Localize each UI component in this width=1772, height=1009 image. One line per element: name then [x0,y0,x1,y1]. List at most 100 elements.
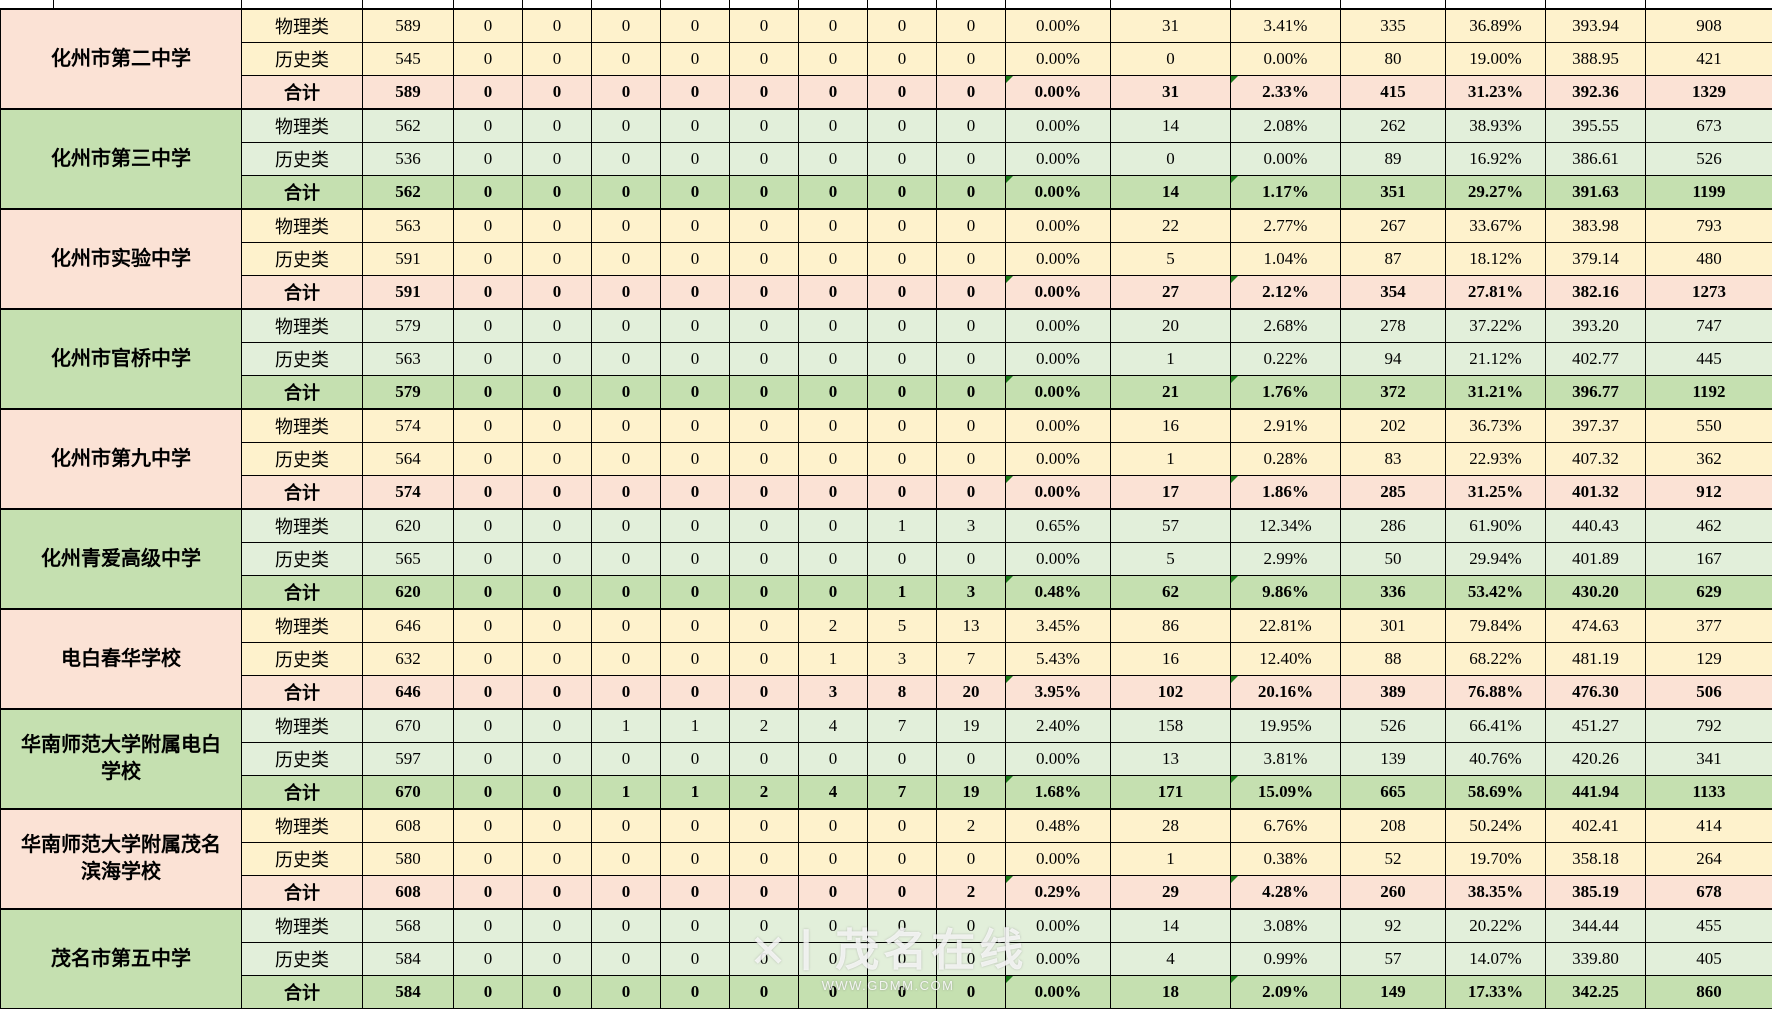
value-cell: 0 [523,176,592,210]
value-cell: 0.00% [1231,143,1341,176]
value-cell: 6.76% [1231,809,1341,843]
value-cell: 0.00% [1006,109,1111,143]
value-cell: 0 [661,409,730,443]
value-cell: 171 [1111,776,1231,810]
value-cell: 0 [592,809,661,843]
value-cell: 0 [454,976,523,1009]
value-cell: 0 [937,143,1006,176]
value-cell: 0 [730,976,799,1009]
value-cell: 13 [937,609,1006,643]
value-cell: 0 [661,743,730,776]
category-cell: 历史类 [242,843,363,876]
value-cell: 646 [363,609,454,643]
grid-line [53,0,54,8]
value-cell: 0 [661,9,730,43]
value-cell: 16.92% [1446,143,1546,176]
value-cell: 0 [661,176,730,210]
value-cell: 19.00% [1446,43,1546,76]
value-cell: 0 [730,609,799,643]
value-cell: 568 [363,909,454,943]
value-cell: 0 [868,809,937,843]
value-cell: 383.98 [1546,209,1646,243]
value-cell: 0 [799,343,868,376]
value-cell: 0 [454,543,523,576]
value-cell: 16 [1111,643,1231,676]
value-cell: 0.00% [1006,9,1111,43]
value-cell: 0 [868,43,937,76]
value-cell: 579 [363,309,454,343]
value-cell: 14 [1111,109,1231,143]
school-name-cell: 华南师范大学附属茂名滨海学校 [1,809,242,909]
value-cell: 7 [937,643,1006,676]
value-cell: 0 [661,276,730,310]
value-cell: 0 [523,443,592,476]
value-cell: 0 [868,409,937,443]
value-cell: 0.00% [1006,943,1111,976]
value-cell: 0 [799,209,868,243]
value-cell: 31.21% [1446,376,1546,410]
value-cell: 386.61 [1546,143,1646,176]
value-cell: 0 [661,809,730,843]
value-cell: 2.91% [1231,409,1341,443]
value-cell: 421 [1646,43,1772,76]
value-cell: 0 [937,409,1006,443]
value-cell: 262 [1341,109,1446,143]
value-cell: 912 [1646,476,1772,510]
category-cell: 物理类 [242,609,363,643]
value-cell: 0 [523,143,592,176]
category-cell: 历史类 [242,543,363,576]
value-cell: 0 [523,9,592,43]
value-cell: 0 [454,343,523,376]
value-cell: 0.00% [1006,243,1111,276]
value-cell: 0 [799,743,868,776]
value-cell: 1 [661,776,730,810]
value-cell: 0 [592,576,661,610]
value-cell: 0 [937,176,1006,210]
value-cell: 908 [1646,9,1772,43]
value-cell: 92 [1341,909,1446,943]
value-cell: 0 [454,43,523,76]
value-cell: 678 [1646,876,1772,910]
value-cell: 0 [454,876,523,910]
value-cell: 2.33% [1231,76,1341,110]
value-cell: 358.18 [1546,843,1646,876]
value-cell: 0 [592,509,661,543]
value-cell: 0 [937,843,1006,876]
value-cell: 0 [592,443,661,476]
value-cell: 536 [363,143,454,176]
value-cell: 0 [1111,143,1231,176]
value-cell: 0 [523,543,592,576]
grid-line [936,0,937,8]
school-name-cell: 化州市第九中学 [1,409,242,509]
category-cell: 历史类 [242,343,363,376]
value-cell: 2.77% [1231,209,1341,243]
value-cell: 0 [730,743,799,776]
value-cell: 673 [1646,109,1772,143]
category-cell: 物理类 [242,809,363,843]
value-cell: 0 [592,309,661,343]
value-cell: 0 [454,609,523,643]
value-cell: 455 [1646,909,1772,943]
value-cell: 341 [1646,743,1772,776]
value-cell: 0 [454,643,523,676]
value-cell: 0 [592,43,661,76]
value-cell: 389 [1341,676,1446,710]
value-cell: 0 [454,943,523,976]
value-cell: 0 [661,543,730,576]
value-cell: 0 [592,276,661,310]
value-cell: 0 [799,143,868,176]
value-cell: 18.12% [1446,243,1546,276]
value-cell: 31.23% [1446,76,1546,110]
value-cell: 0 [661,843,730,876]
value-cell: 377 [1646,609,1772,643]
value-cell: 88 [1341,643,1446,676]
value-cell: 58.69% [1446,776,1546,810]
category-cell: 物理类 [242,409,363,443]
value-cell: 1 [868,576,937,610]
value-cell: 29.27% [1446,176,1546,210]
value-cell: 0 [592,543,661,576]
school-name-cell: 华南师范大学附属电白学校 [1,709,242,809]
value-cell: 3.81% [1231,743,1341,776]
